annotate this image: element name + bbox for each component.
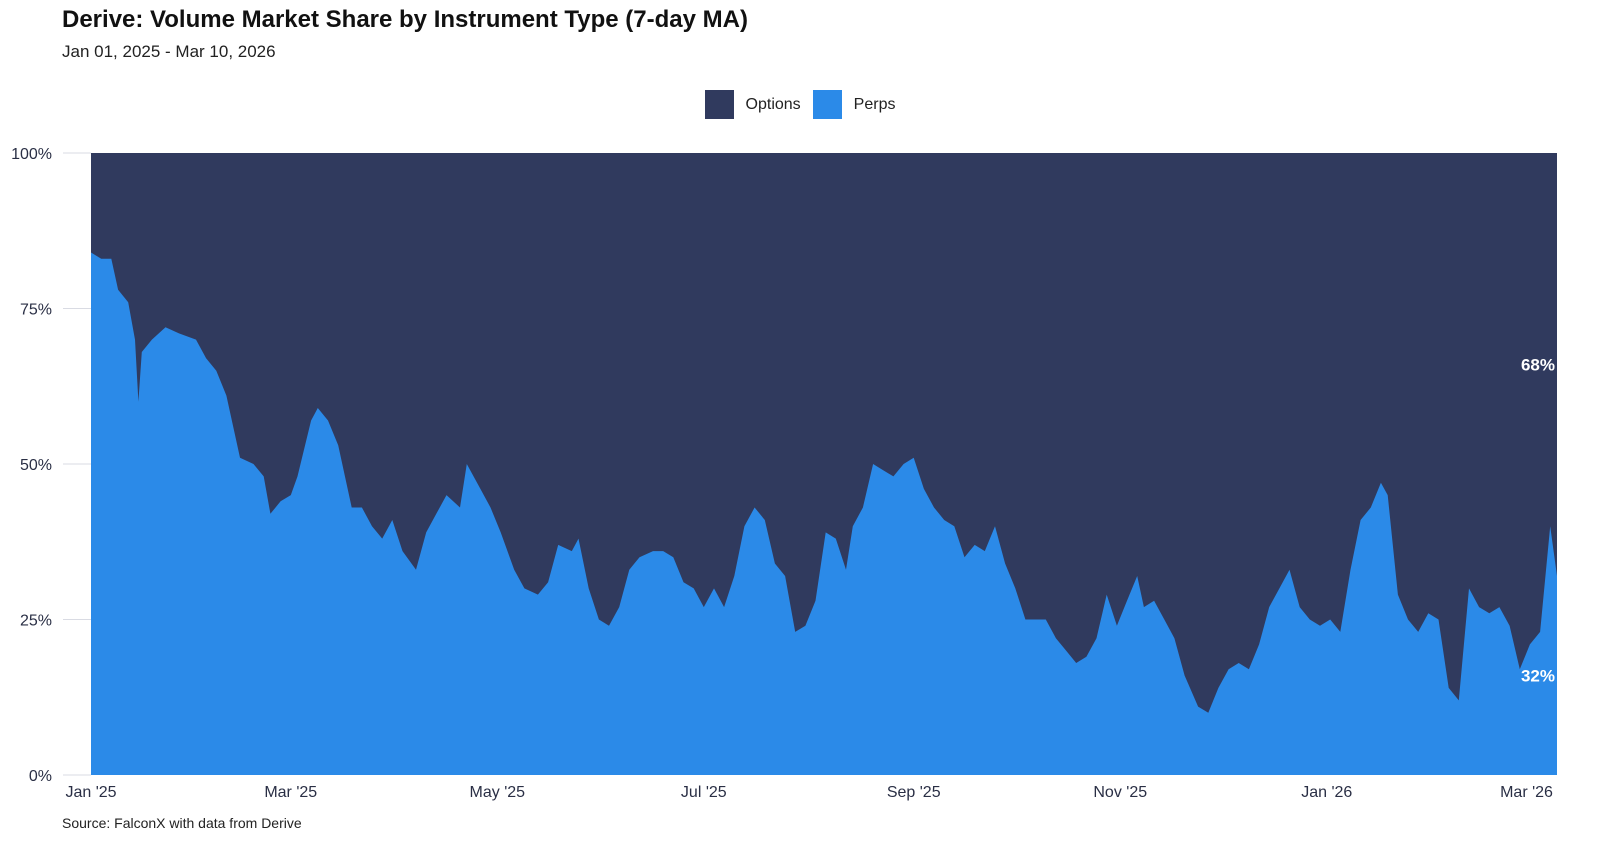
chart-source: Source: FalconX with data from Derive xyxy=(62,815,302,831)
x-tick-label: Jan '25 xyxy=(65,784,116,801)
x-tick-label: Jan '26 xyxy=(1301,784,1352,801)
x-tick-label: May '25 xyxy=(470,784,526,801)
chart-legend: Options Perps xyxy=(0,90,1600,119)
y-tick-label: 75% xyxy=(20,302,52,319)
y-tick-label: 0% xyxy=(29,768,52,785)
chart-title: Derive: Volume Market Share by Instrumen… xyxy=(62,6,748,33)
legend-label-options: Options xyxy=(745,95,801,113)
legend-swatch-options xyxy=(704,90,734,119)
perps-end-label: 32% xyxy=(1521,666,1555,685)
legend-item-perps: Perps xyxy=(812,90,896,119)
x-tick-label: Jul '25 xyxy=(681,784,727,801)
x-tick-label: Sep '25 xyxy=(887,784,941,801)
perps-area xyxy=(91,252,1557,775)
y-tick-label: 50% xyxy=(20,457,52,474)
chart-subtitle: Jan 01, 2025 - Mar 10, 2026 xyxy=(62,42,276,61)
y-tick-label: 25% xyxy=(20,613,52,630)
options-end-label: 68% xyxy=(1521,355,1555,374)
legend-swatch-perps xyxy=(812,90,842,119)
x-tick-label: Mar '26 xyxy=(1500,784,1553,801)
y-tick-label: 100% xyxy=(11,146,52,163)
legend-label-perps: Perps xyxy=(853,95,896,113)
legend-item-options: Options xyxy=(704,90,801,119)
x-tick-label: Mar '25 xyxy=(264,784,317,801)
x-tick-label: Nov '25 xyxy=(1093,784,1147,801)
